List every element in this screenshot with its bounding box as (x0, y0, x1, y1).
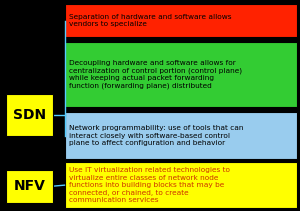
Text: NFV: NFV (13, 179, 45, 193)
Text: Network programmability: use of tools that can
interact closely with software-ba: Network programmability: use of tools th… (69, 125, 244, 146)
FancyBboxPatch shape (64, 112, 297, 159)
FancyBboxPatch shape (64, 42, 297, 107)
Text: SDN: SDN (13, 108, 46, 122)
Text: Separation of hardware and software allows
vendors to specialize: Separation of hardware and software allo… (69, 14, 232, 27)
Text: Use IT virtualization related technologies to
virtualize entire classes of netwo: Use IT virtualization related technologi… (69, 167, 230, 203)
Text: Decoupling hardware and software allows for
centralization of control portion (c: Decoupling hardware and software allows … (69, 60, 242, 89)
FancyBboxPatch shape (64, 162, 297, 208)
FancyBboxPatch shape (6, 94, 52, 136)
FancyBboxPatch shape (6, 170, 52, 203)
FancyBboxPatch shape (64, 4, 297, 37)
